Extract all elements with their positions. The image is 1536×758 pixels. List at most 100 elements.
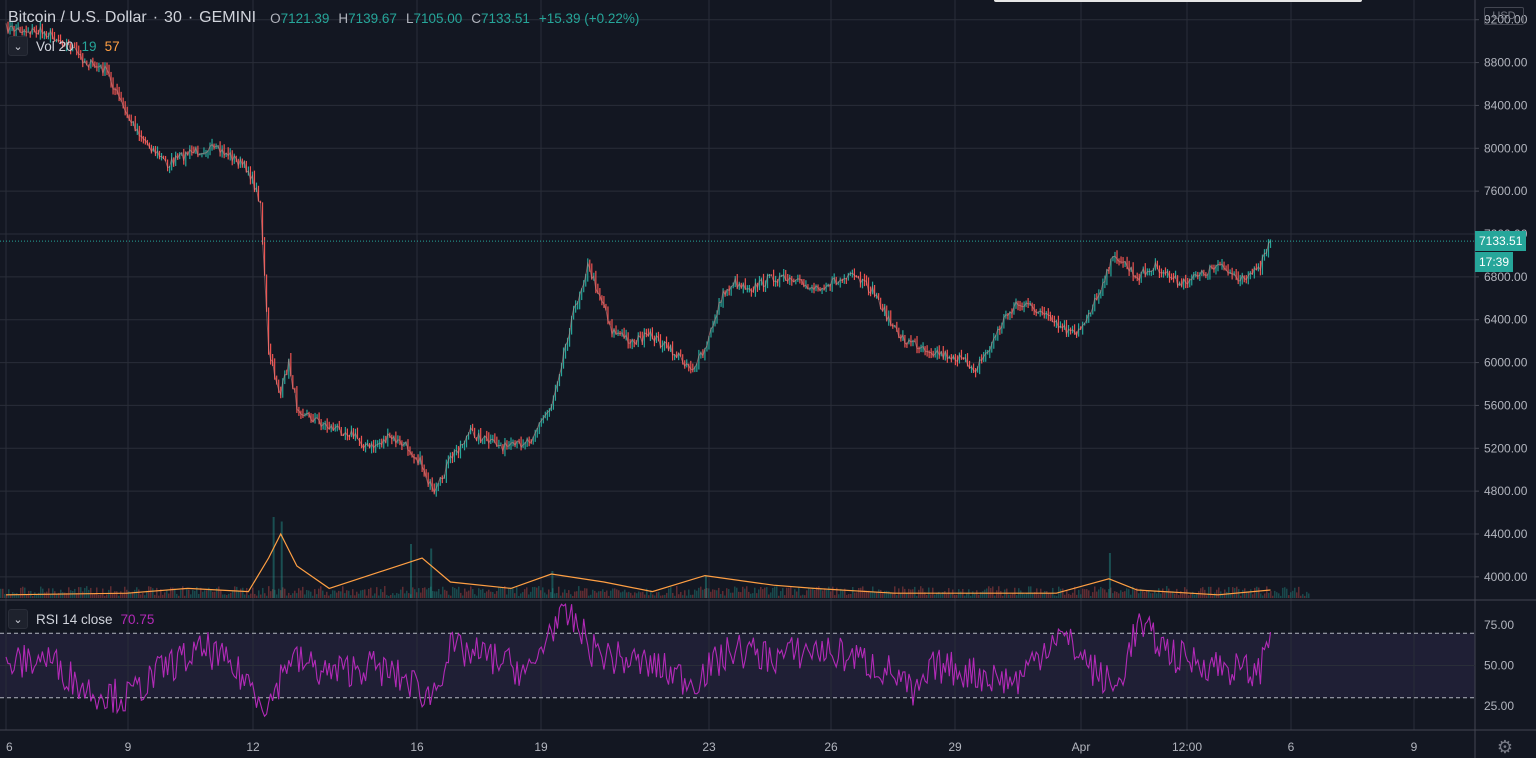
volume-bar: [914, 586, 916, 598]
volume-bar: [602, 589, 604, 598]
rsi-value: 70.75: [120, 611, 155, 627]
volume-bar: [240, 588, 242, 598]
volume-bar: [1128, 589, 1130, 598]
volume-bar: [6, 594, 8, 598]
volume-bar: [148, 586, 150, 598]
volume-bar: [718, 587, 720, 598]
gear-icon[interactable]: ⚙: [1496, 737, 1514, 757]
volume-bar: [1084, 589, 1086, 598]
volume-bar: [1278, 593, 1280, 598]
volume-bar: [58, 592, 60, 598]
volume-bar: [1254, 587, 1256, 598]
volume-bar: [944, 591, 946, 598]
price-tick-label: 9200.00: [1484, 13, 1528, 27]
time-axis-label: 9: [1411, 740, 1418, 754]
ohlc-values: O7121.39 H7139.67 L7105.00 C7133.51 +15.…: [270, 11, 639, 26]
volume-bar: [112, 593, 114, 598]
volume-bar: [798, 587, 800, 598]
volume-bar: [750, 593, 752, 598]
volume-bar: [1256, 586, 1258, 598]
volume-bar: [272, 589, 274, 598]
volume-bar: [1162, 588, 1164, 598]
volume-bar: [1290, 592, 1292, 598]
volume-bar: [1178, 595, 1180, 598]
volume-bar: [906, 593, 908, 598]
volume-bar: [384, 586, 386, 598]
volume-bar: [1164, 592, 1166, 598]
rsi-label[interactable]: RSI 14 close: [36, 611, 113, 627]
volume-bar: [1214, 592, 1216, 598]
symbol-name[interactable]: Bitcoin / U.S. Dollar: [8, 9, 147, 26]
volume-bar: [1094, 586, 1096, 598]
volume-bar: [1292, 590, 1294, 598]
volume-bar: [200, 587, 202, 598]
volume-bar: [778, 595, 780, 598]
volume-bar: [226, 594, 228, 598]
volume-bar: [220, 589, 222, 598]
price-tick-label: 7600.00: [1484, 184, 1528, 198]
volume-bar: [804, 595, 806, 598]
volume-bar: [742, 586, 744, 598]
volume-bar: [1230, 594, 1232, 598]
chevron-down-icon[interactable]: ⌄: [8, 36, 28, 56]
volume-bar: [706, 588, 708, 598]
volume-bar: [1308, 593, 1310, 598]
volume-bar: [732, 592, 734, 598]
volume-bar: [1174, 593, 1176, 598]
chevron-down-icon[interactable]: ⌄: [8, 609, 28, 629]
volume-bar: [76, 593, 78, 598]
volume-bar: [608, 595, 610, 598]
volume-label[interactable]: Vol 20: [36, 38, 74, 54]
volume-bar: [1232, 587, 1234, 598]
rsi-tick-label: 25.00: [1484, 699, 1514, 713]
time-axis-label: 6: [1288, 740, 1295, 754]
volume-bar: [428, 587, 430, 598]
volume-bar: [730, 592, 732, 598]
volume-bar: [864, 590, 866, 598]
volume-bar: [552, 588, 554, 598]
volume-bar: [716, 590, 718, 598]
volume-bar: [1248, 591, 1250, 598]
time-axis-label: 6: [6, 740, 13, 754]
volume-bar: [382, 592, 384, 598]
volume-bar: [674, 595, 676, 598]
close-value: C7133.51: [471, 10, 530, 26]
volume-bar: [754, 587, 756, 598]
high-label: H: [338, 10, 349, 26]
volume-bar: [1042, 592, 1044, 598]
volume-bar: [1156, 593, 1158, 598]
open-value: O7121.39: [270, 10, 330, 26]
volume-bar: [590, 594, 592, 598]
volume-bar: [812, 587, 814, 598]
time-axis-label: 12: [246, 740, 260, 754]
volume-bar: [1126, 588, 1128, 598]
price-tick-label: 8800.00: [1484, 56, 1528, 70]
volume-bar: [210, 589, 212, 598]
exchange: GEMINI: [199, 9, 257, 26]
volume-bar: [724, 595, 726, 598]
volume-bar: [810, 589, 812, 598]
volume-bar: [318, 588, 320, 598]
volume-bar: [390, 594, 392, 598]
volume-bar: [768, 594, 770, 598]
volume-bar: [1180, 591, 1182, 598]
volume-bar: [316, 594, 318, 598]
volume-bar: [128, 591, 130, 598]
volume-bar: [578, 586, 580, 598]
currency-label[interactable]: USD: [1484, 7, 1524, 25]
volume-bar: [934, 594, 936, 598]
volume-bar: [324, 594, 326, 598]
volume-bar: [282, 587, 284, 598]
volume-bar: [250, 593, 252, 598]
volume-legend: ⌄ Vol 20 19 57: [8, 36, 120, 56]
volume-bar: [1276, 592, 1278, 598]
volume-bar: [194, 590, 196, 598]
volume-bar: [94, 593, 96, 598]
volume-bar: [936, 593, 938, 598]
timeframe[interactable]: 30: [164, 9, 182, 26]
volume-bar: [396, 593, 398, 598]
volume-bar: [298, 588, 300, 598]
volume-bar: [314, 589, 316, 598]
volume-bar: [508, 588, 510, 598]
